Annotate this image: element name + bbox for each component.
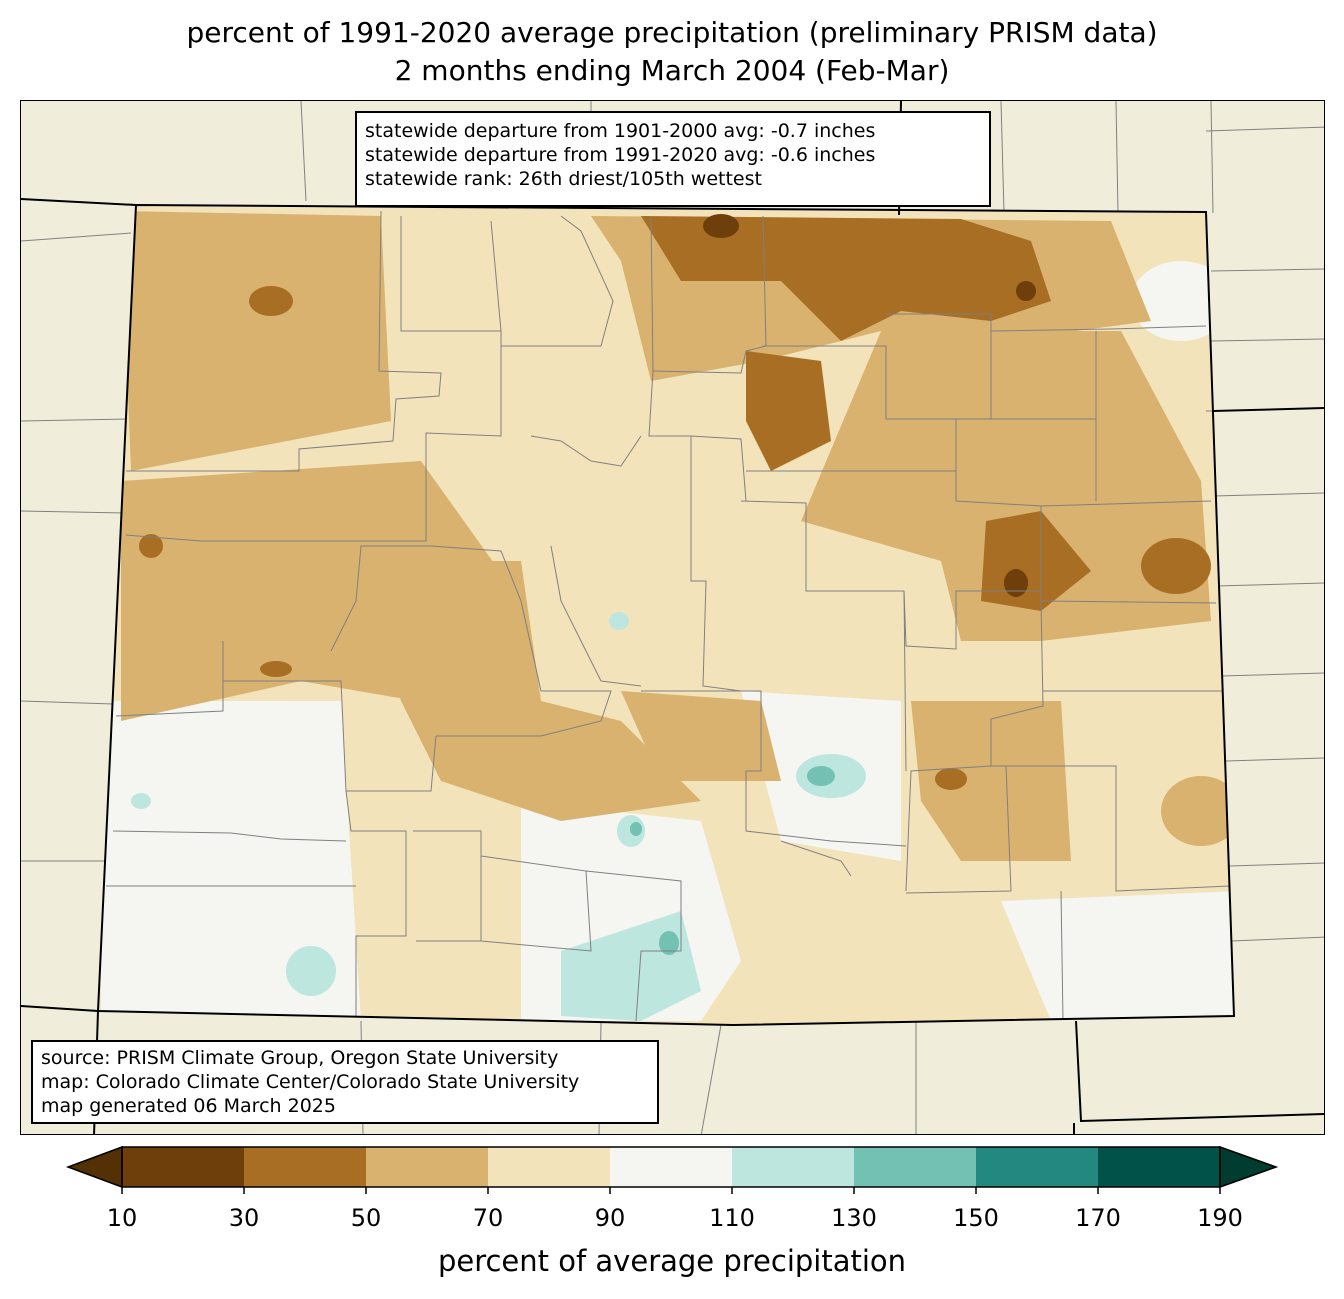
stats-line2: statewide departure from 1991-2020 avg: … bbox=[365, 144, 876, 166]
colorbar-bin-30-50 bbox=[244, 1147, 367, 1187]
colorbar-tick-label: 150 bbox=[953, 1204, 999, 1232]
colorbar-outline bbox=[121, 1146, 1221, 1188]
precipitation-field bbox=[98, 205, 1234, 1025]
source-box: source: PRISM Climate Group, Oregon Stat… bbox=[31, 1040, 659, 1124]
colorbar-under-arrow bbox=[65, 1145, 123, 1189]
stats-line1: statewide departure from 1901-2000 avg: … bbox=[365, 120, 876, 142]
colorbar-tick-label: 90 bbox=[594, 1204, 626, 1232]
colorbar-bin-110-130 bbox=[732, 1147, 855, 1187]
map-panel bbox=[20, 100, 1325, 1135]
colorbar-bin-70-90 bbox=[488, 1147, 611, 1187]
colorbar-bin-10-30 bbox=[122, 1147, 245, 1187]
colorbar-bin-50-70 bbox=[366, 1147, 489, 1187]
colorbar-tick-label: 170 bbox=[1075, 1204, 1121, 1232]
colorbar-tick-label: 70 bbox=[472, 1204, 504, 1232]
colorbar-tick-label: 190 bbox=[1197, 1204, 1243, 1232]
map-title-line1: percent of 1991-2020 average precipitati… bbox=[186, 16, 1158, 49]
colorbar bbox=[65, 1145, 1279, 1194]
map-title-line2: 2 months ending March 2004 (Feb-Mar) bbox=[394, 54, 950, 87]
colorbar-tick-label: 50 bbox=[350, 1204, 382, 1232]
colorbar-tick-label: 30 bbox=[228, 1204, 260, 1232]
colorbar-bin-90-110 bbox=[610, 1147, 733, 1187]
county-lines bbox=[106, 210, 1232, 1022]
colorbar-bin-130-150 bbox=[854, 1147, 977, 1187]
colorbar-bin-150-170 bbox=[976, 1147, 1099, 1187]
colorbar-label: percent of average precipitation bbox=[437, 1244, 907, 1278]
statewide-stats-box: statewide departure from 1901-2000 avg: … bbox=[355, 111, 991, 207]
colorbar-tick-label: 10 bbox=[106, 1204, 138, 1232]
precipitation-map bbox=[21, 101, 1324, 1134]
source-line3: map generated 06 March 2025 bbox=[41, 1095, 336, 1117]
colorbar-bin-170-190 bbox=[1098, 1147, 1221, 1187]
source-line1: source: PRISM Climate Group, Oregon Stat… bbox=[41, 1047, 559, 1069]
stats-line3: statewide rank: 26th driest/105th wettes… bbox=[365, 168, 762, 190]
colorbar-tick-label: 110 bbox=[709, 1204, 755, 1232]
colorbar-tick-label: 130 bbox=[831, 1204, 877, 1232]
colorbar-over-arrow bbox=[1219, 1145, 1279, 1189]
source-line2: map: Colorado Climate Center/Colorado St… bbox=[41, 1071, 580, 1093]
